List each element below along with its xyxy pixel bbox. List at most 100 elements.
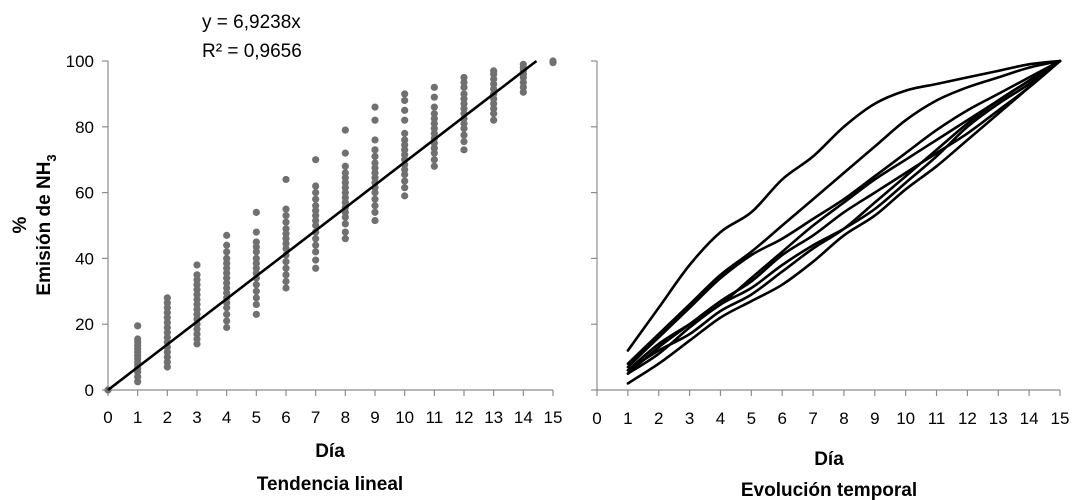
- scatter-point: [341, 149, 349, 157]
- scatter-point: [519, 83, 527, 91]
- scatter-point: [312, 207, 320, 215]
- trendline-r-squared: R² = 0,9656: [202, 41, 302, 62]
- scatter-point: [430, 103, 438, 111]
- scatter-point: [193, 325, 201, 333]
- scatter-point: [223, 310, 231, 318]
- scatter-point: [460, 100, 468, 108]
- scatter-point: [341, 126, 349, 134]
- scatter-point: [223, 323, 231, 332]
- left-y-tick-label: 40: [75, 249, 94, 268]
- left-x-tick-label: 9: [370, 408, 379, 427]
- scatter-point: [252, 248, 260, 256]
- scatter-point: [193, 330, 201, 338]
- scatter-point: [371, 202, 379, 210]
- scatter-point: [252, 259, 260, 267]
- scatter-point: [282, 284, 290, 292]
- scatter-point: [193, 276, 201, 284]
- right-x-tick-label: 3: [685, 409, 694, 428]
- scatter-point: [401, 177, 409, 185]
- scatter-point: [312, 195, 320, 203]
- right-x-tick-label: 15: [1051, 409, 1070, 428]
- scatter-point: [312, 189, 320, 197]
- scatter-point: [401, 146, 409, 154]
- scatter-point: [401, 116, 409, 124]
- left-x-tick-label: 3: [192, 408, 201, 427]
- scatter-point: [193, 340, 201, 348]
- scatter-point: [490, 110, 498, 118]
- scatter-point: [401, 170, 409, 179]
- scatter-point: [163, 353, 171, 361]
- left-x-tick-label: 13: [484, 408, 503, 427]
- scatter-point: [341, 189, 349, 197]
- scatter-point: [371, 146, 379, 154]
- scatter-point: [312, 216, 320, 225]
- scatter-point: [371, 136, 379, 144]
- left-x-tick-label: 8: [341, 408, 350, 427]
- scatter-point: [193, 261, 201, 269]
- scatter-point: [460, 131, 468, 139]
- scatter-point: [163, 304, 171, 312]
- scatter-point: [163, 314, 171, 322]
- y-axis-label: % Emisión de NH3: [10, 154, 59, 295]
- scatter-point: [193, 335, 201, 343]
- scatter-point: [460, 90, 468, 98]
- scatter-point: [341, 179, 349, 187]
- scatter-point: [223, 241, 231, 249]
- scatter-point: [490, 67, 498, 75]
- left-x-tick-label: 0: [103, 408, 112, 427]
- scatter-point: [341, 198, 349, 207]
- left-x-tick-label: 1: [133, 408, 142, 427]
- scatter-point: [193, 305, 201, 313]
- scatter-point: [282, 264, 290, 272]
- left-x-tick-label: 14: [514, 408, 533, 427]
- scatter-point: [430, 114, 438, 123]
- scatter-point: [371, 195, 379, 203]
- scatter-point: [252, 264, 260, 272]
- scatter-point: [490, 95, 498, 103]
- scatter-point: [371, 116, 379, 124]
- scatter-point: [252, 281, 260, 289]
- scatter-point: [401, 184, 409, 192]
- left-panel-caption: Tendencia lineal: [257, 474, 403, 495]
- scatter-point: [252, 294, 260, 302]
- scatter-point: [519, 88, 527, 96]
- right-y-ticks: [591, 60, 597, 391]
- scatter-point: [341, 235, 349, 243]
- scatter-point: [312, 221, 320, 230]
- scatter-point: [282, 212, 290, 220]
- scatter-point: [519, 60, 527, 68]
- scatter-point: [223, 304, 231, 312]
- scatter-point: [312, 235, 320, 243]
- scatter-point: [282, 271, 290, 279]
- left-scatter-points: [104, 57, 557, 394]
- left-x-tick-label: 7: [311, 408, 320, 427]
- scatter-point: [430, 83, 438, 91]
- scatter-point: [252, 208, 260, 216]
- left-x-tick-label: 10: [395, 408, 414, 427]
- scatter-point: [430, 129, 438, 137]
- right-x-axis-label: Día: [814, 449, 844, 470]
- y-axis-label-subscript: 3: [44, 154, 59, 161]
- scatter-point: [430, 124, 438, 133]
- left-y-tick-label: 60: [75, 184, 94, 203]
- scatter-point: [490, 100, 498, 108]
- scatter-point: [341, 174, 349, 182]
- scatter-point: [430, 144, 438, 152]
- scatter-point: [193, 290, 201, 299]
- right-panel-caption: Evolución temporal: [741, 480, 917, 500]
- scatter-point: [223, 231, 231, 239]
- left-x-tick-label: 4: [222, 408, 231, 427]
- scatter-point: [252, 238, 260, 246]
- scatter-point: [193, 295, 201, 304]
- scatter-point: [460, 124, 468, 133]
- scatter-point: [163, 294, 171, 302]
- right-x-tick-label: 13: [989, 409, 1008, 428]
- scatter-point: [341, 162, 349, 170]
- right-x-tick-label: 8: [839, 409, 848, 428]
- left-y-tick-label: 80: [75, 118, 94, 137]
- scatter-point: [371, 208, 379, 216]
- scatter-point: [134, 335, 142, 343]
- scatter-point: [401, 141, 409, 149]
- series-line-8: [626, 59, 1062, 375]
- scatter-point: [223, 274, 231, 282]
